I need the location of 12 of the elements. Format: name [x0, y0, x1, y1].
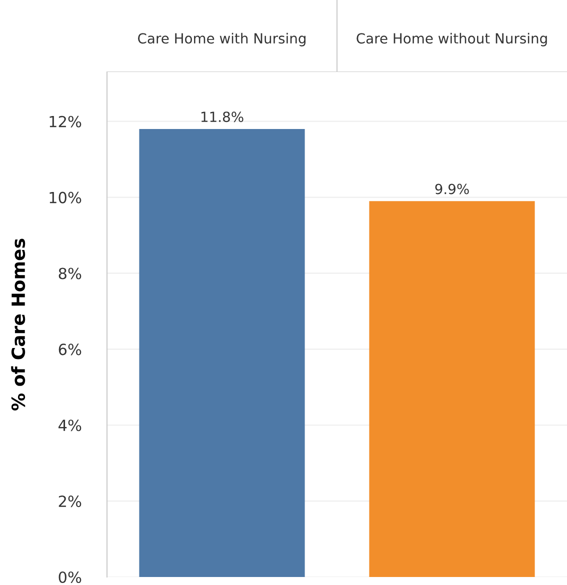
data-label: 11.8% — [201, 112, 244, 122]
y-tick-label: 0% — [58, 571, 82, 584]
y-tick-label: 6% — [58, 344, 82, 356]
y-tick-label: 8% — [58, 268, 82, 280]
y-axis-title: % of Care Homes — [11, 238, 26, 410]
y-tick-label: 4% — [58, 420, 82, 432]
y-tick-label: 10% — [50, 192, 82, 204]
x-tick-label: Care Home with Nursing — [138, 32, 306, 46]
y-tick-label: 12% — [50, 116, 82, 128]
x-tick-label: Care Home without Nursing — [356, 32, 547, 46]
data-label: 9.9% — [435, 184, 469, 194]
y-tick-label: 2% — [58, 496, 82, 508]
